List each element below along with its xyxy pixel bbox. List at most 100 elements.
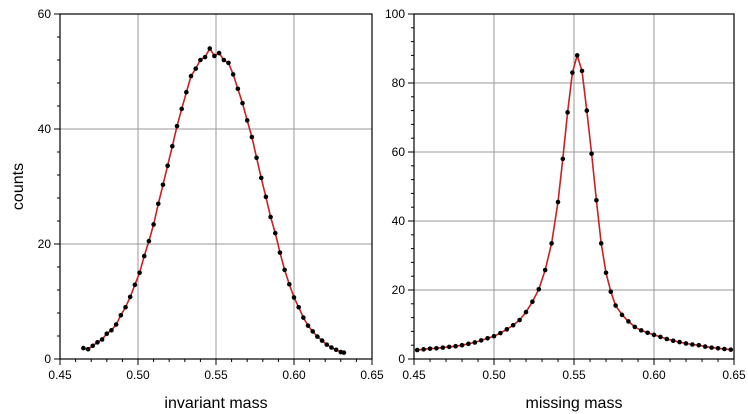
y-tick-label: 0 — [44, 352, 51, 366]
data-point — [651, 332, 657, 338]
data-point — [333, 347, 339, 353]
data-point — [728, 347, 734, 352]
data-point — [677, 339, 682, 345]
data-point — [638, 328, 644, 333]
data-point — [310, 329, 316, 334]
data-point — [670, 338, 676, 344]
data-point — [198, 57, 203, 63]
data-point — [491, 333, 497, 339]
data-point — [184, 89, 189, 95]
x-axis-label: missing mass — [526, 395, 623, 412]
data-point — [574, 53, 580, 58]
data-point — [453, 343, 458, 349]
data-point — [146, 238, 152, 244]
data-point — [151, 222, 156, 227]
data-point — [170, 143, 175, 149]
data-point — [90, 343, 96, 349]
data-point — [287, 281, 292, 287]
data-point — [207, 46, 213, 51]
data-point — [165, 163, 170, 169]
data-point — [123, 304, 128, 310]
data-point — [510, 322, 516, 328]
data-point — [702, 344, 708, 349]
data-point — [113, 322, 119, 327]
data-point — [498, 330, 503, 336]
data-point — [291, 295, 297, 300]
data-point — [315, 334, 320, 339]
data-point — [282, 267, 287, 273]
data-point — [722, 346, 727, 352]
data-point — [329, 345, 334, 350]
data-point — [466, 341, 471, 347]
data-point — [132, 282, 138, 288]
data-point — [579, 68, 585, 74]
data-point — [212, 53, 217, 59]
data-point — [188, 73, 194, 79]
data-point — [658, 334, 663, 340]
data-point — [414, 347, 420, 353]
data-point — [85, 346, 91, 352]
x-tick-label: 0.55 — [204, 368, 228, 382]
x-tick-label: 0.45 — [48, 368, 72, 382]
data-point — [570, 70, 575, 75]
data-point — [459, 342, 465, 348]
data-point — [104, 331, 110, 337]
missing-mass-chart: 0.45 0.50 0.55 0.60 0.65 0 20 40 60 80 100 missing … — [385, 7, 746, 412]
data-point — [249, 134, 255, 140]
data-point — [645, 330, 650, 336]
x-tick-label: 0.65 — [360, 368, 384, 382]
x-tick-label: 0.55 — [562, 368, 586, 382]
y-tick-label: 60 — [392, 145, 406, 159]
x-tick-label: 0.60 — [282, 368, 306, 382]
data-point — [319, 338, 325, 343]
data-point — [230, 72, 236, 77]
x-axis-label: invariant mass — [164, 395, 267, 412]
data-point — [603, 270, 609, 276]
data-point — [523, 309, 529, 315]
data-point — [709, 345, 714, 350]
data-point — [613, 303, 618, 308]
data-point — [235, 86, 241, 92]
data-point — [683, 341, 689, 346]
data-point — [81, 345, 86, 351]
y-tick-label: 20 — [38, 237, 52, 251]
data-point — [160, 182, 166, 188]
y-tick-label: 40 — [38, 122, 52, 136]
y-tick-label: 100 — [385, 7, 405, 21]
data-point — [324, 342, 330, 347]
y-tick-label: 60 — [38, 7, 52, 21]
data-point — [193, 66, 199, 71]
data-point — [244, 118, 250, 123]
y-axis-label: counts — [10, 163, 27, 210]
data-point — [542, 267, 548, 273]
data-point — [226, 60, 231, 66]
data-point — [584, 108, 590, 113]
x-tick-label: 0.50 — [126, 368, 150, 382]
data-point — [530, 299, 535, 305]
data-point — [99, 337, 105, 342]
data-point — [715, 346, 721, 351]
data-point — [109, 327, 114, 333]
data-point — [254, 155, 259, 161]
data-point — [277, 250, 283, 255]
data-point — [202, 54, 208, 60]
fit-curve — [83, 46, 345, 354]
data-point — [504, 327, 510, 332]
data-point — [305, 323, 311, 328]
data-point — [589, 151, 594, 157]
data-point — [632, 324, 638, 330]
data-point — [268, 214, 273, 220]
data-point — [517, 317, 522, 323]
y-tick-label: 0 — [398, 352, 405, 366]
data-point — [95, 340, 100, 345]
y-tick-label: 40 — [392, 214, 406, 228]
x-tick-label: 0.45 — [402, 368, 426, 382]
data-point — [174, 123, 180, 129]
data-point — [608, 289, 614, 295]
data-point — [440, 345, 446, 350]
data-point — [565, 110, 570, 115]
data-point — [421, 347, 426, 352]
data-point — [141, 253, 147, 259]
data-point — [690, 342, 695, 347]
